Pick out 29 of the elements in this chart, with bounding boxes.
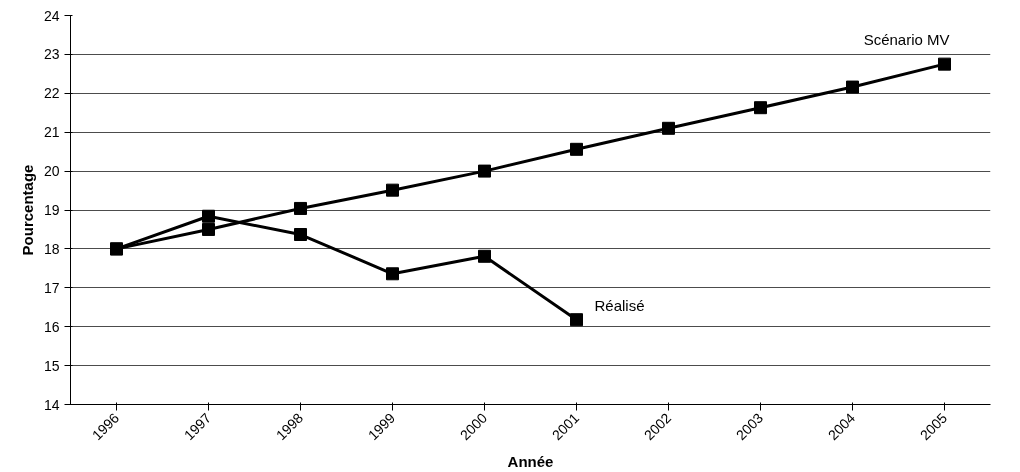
y-tick-label: 17 <box>43 279 60 296</box>
point <box>846 80 859 94</box>
series-label: Scénario MV <box>863 31 950 49</box>
point <box>202 209 215 223</box>
point <box>478 249 491 263</box>
point <box>386 183 399 197</box>
point <box>570 313 583 327</box>
y-tick-label: 18 <box>43 240 60 257</box>
point <box>386 267 399 281</box>
y-tick-label: 22 <box>43 85 60 102</box>
point <box>754 101 767 115</box>
y-tick-label: 23 <box>43 46 60 63</box>
y-tick-label: 14 <box>43 396 60 413</box>
y-tick-label: 15 <box>43 357 60 374</box>
point <box>202 222 215 236</box>
point <box>570 142 583 156</box>
y-tick-label: 16 <box>43 318 60 335</box>
y-axis-title: Pourcentage <box>18 164 36 256</box>
y-tick-label: 24 <box>43 7 60 24</box>
x-axis-title: Année <box>507 452 554 470</box>
point <box>294 228 307 242</box>
point <box>662 121 675 135</box>
y-tick-label: 21 <box>43 124 60 141</box>
y-tick-label: 20 <box>43 163 60 180</box>
point <box>478 164 491 178</box>
y-tick-label: 19 <box>43 202 60 218</box>
point <box>294 201 307 215</box>
series-label: Réalisé <box>594 296 645 314</box>
point <box>938 57 951 71</box>
